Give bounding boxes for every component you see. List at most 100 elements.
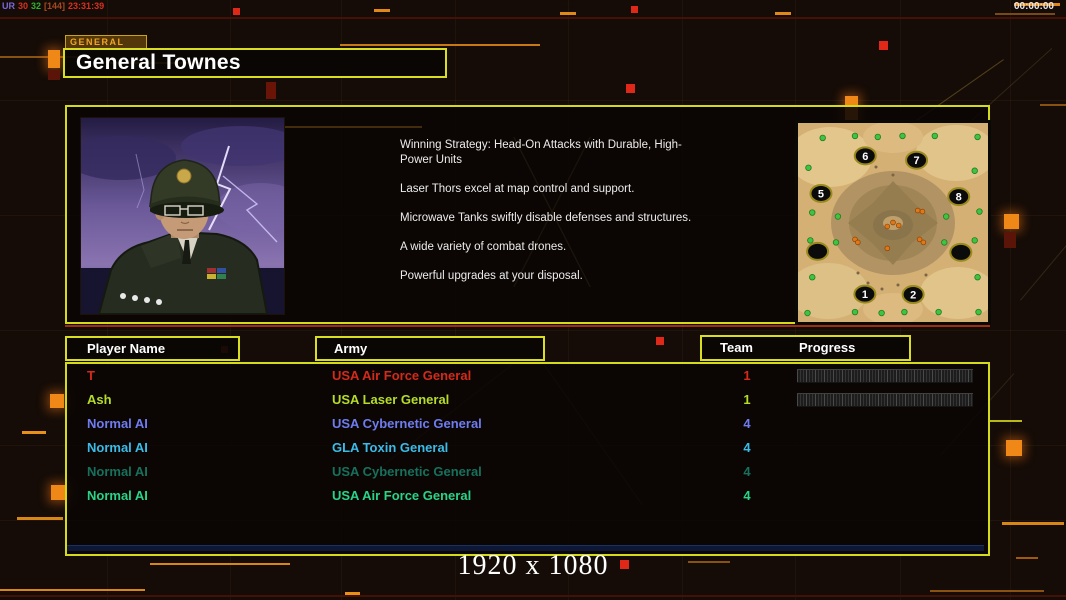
map-resource-dot [971, 237, 978, 244]
strategy-paragraph: Winning Strategy: Head-On Attacks with D… [400, 139, 682, 166]
column-header-team-progress: Team Progress [700, 335, 911, 361]
circuit-decoration [688, 561, 730, 563]
circuit-decoration [345, 592, 360, 595]
map-resource-dot [974, 133, 981, 141]
load-progress-bar [797, 393, 973, 407]
general-tab: GENERAL [65, 35, 147, 49]
map-resource-dot [935, 308, 942, 316]
army-cell: USA Cybernetic General [332, 464, 482, 479]
circuit-decoration [1002, 522, 1064, 525]
map-resource-dot [832, 239, 840, 246]
player-row: Ash USA Laser General 1 [67, 388, 984, 412]
map-resource-dot [851, 132, 859, 140]
circuit-decoration [50, 394, 64, 408]
column-header-army: Army [315, 336, 545, 361]
column-header-progress: Progress [799, 340, 856, 355]
map-resource-dot [878, 309, 885, 317]
player-row: Normal AI USA Cybernetic General 4 [67, 412, 984, 436]
debug-value: UR [2, 1, 15, 11]
strategy-paragraph: Powerful upgrades at your disposal. [400, 270, 583, 282]
army-cell: USA Laser General [332, 392, 450, 407]
circuit-decoration [17, 517, 63, 520]
map-start-position [806, 241, 830, 261]
grid-line [1010, 0, 1011, 600]
map-resource-dot [931, 132, 938, 140]
map-resource-dot [974, 274, 981, 281]
panel-circuit-line [285, 126, 422, 128]
army-cell: USA Air Force General [332, 368, 472, 383]
svg-text:8: 8 [956, 192, 962, 204]
team-cell: 1 [743, 368, 751, 383]
army-cell: USA Cybernetic General [332, 416, 482, 431]
circuit-decoration [233, 8, 240, 15]
map-resource-dot [834, 213, 842, 220]
circuit-decoration [1006, 440, 1022, 456]
circuit-decoration [51, 485, 66, 500]
circuit-decoration [620, 560, 629, 569]
map-structure-dot [884, 223, 891, 230]
map-resource-dot [976, 208, 983, 215]
map-structure-dot [914, 207, 921, 214]
map-resource-dot [874, 133, 881, 141]
svg-text:6: 6 [862, 151, 868, 163]
circuit-decoration [656, 337, 664, 345]
map-resource-dot [805, 164, 812, 171]
circuit-decoration [340, 44, 540, 46]
panel-underline [65, 325, 990, 327]
circuit-decoration [0, 595, 1066, 597]
debug-value: 32 [31, 1, 42, 11]
map-start-position: 6 [853, 146, 877, 166]
player-rows: T USA Air Force General 1 Ash USA Laser Gene… [67, 364, 984, 508]
debug-fps-overlay: UR 30 32 [144] 23:31:39 [2, 1, 107, 11]
map-start-position: 2 [901, 285, 925, 305]
game-timer: 00:00:00 [1013, 1, 1054, 12]
map-resource-dot [851, 308, 859, 316]
map-resource-dot [942, 213, 950, 220]
map-structure-dot [855, 239, 861, 246]
player-row: Normal AI USA Air Force General 4 [67, 484, 984, 508]
svg-text:1: 1 [862, 289, 868, 301]
load-progress-bar [797, 369, 973, 383]
circuit-decoration [0, 589, 145, 591]
circuit-decoration [1016, 557, 1038, 559]
circuit-decoration [0, 17, 1066, 19]
map-preview: 6 7 5 8 1 2 [795, 120, 991, 325]
circuit-decoration [1014, 3, 1060, 6]
map-resource-dot [941, 239, 948, 246]
map-resource-dot [975, 308, 982, 316]
svg-text:2: 2 [910, 290, 916, 302]
map-resource-dot [809, 209, 816, 216]
debug-value: 23:31:39 [68, 1, 105, 11]
circuit-decoration [775, 12, 791, 15]
circuit-decoration [150, 563, 290, 565]
debug-value: [144] [44, 1, 66, 11]
svg-text:7: 7 [913, 155, 919, 167]
circuit-decoration [48, 50, 60, 68]
map-resource-dot [809, 274, 816, 281]
team-cell: 4 [743, 440, 751, 455]
map-structure-dot [890, 219, 896, 226]
map-resource-dot [804, 309, 811, 317]
army-cell: USA Air Force General [332, 488, 472, 503]
strategy-paragraph: Microwave Tanks swiftly disable defenses… [400, 212, 692, 224]
map-start-position: 5 [809, 183, 833, 203]
map-structure-dot [884, 245, 891, 252]
player-name-cell: Normal AI [87, 416, 148, 431]
column-header-team: Team [720, 340, 753, 355]
debug-value: 30 [18, 1, 29, 11]
map-resource-dot [899, 132, 906, 140]
general-portrait [80, 117, 285, 315]
strategy-text: Winning Strategy: Head-On Attacks with D… [400, 138, 692, 298]
circuit-decoration [560, 12, 576, 15]
circuit-decoration [22, 431, 46, 434]
resolution-watermark: 1920 x 1080 [457, 550, 609, 581]
panel-bottom-accent [67, 545, 984, 551]
circuit-decoration [930, 590, 1044, 592]
general-name-title: General Townes [63, 48, 447, 78]
circuit-decoration [0, 56, 82, 58]
circuit-decoration [990, 420, 1022, 422]
player-name-cell: Ash [87, 392, 112, 407]
map-structure-dot [919, 208, 926, 215]
map-structure-dot [920, 239, 927, 246]
